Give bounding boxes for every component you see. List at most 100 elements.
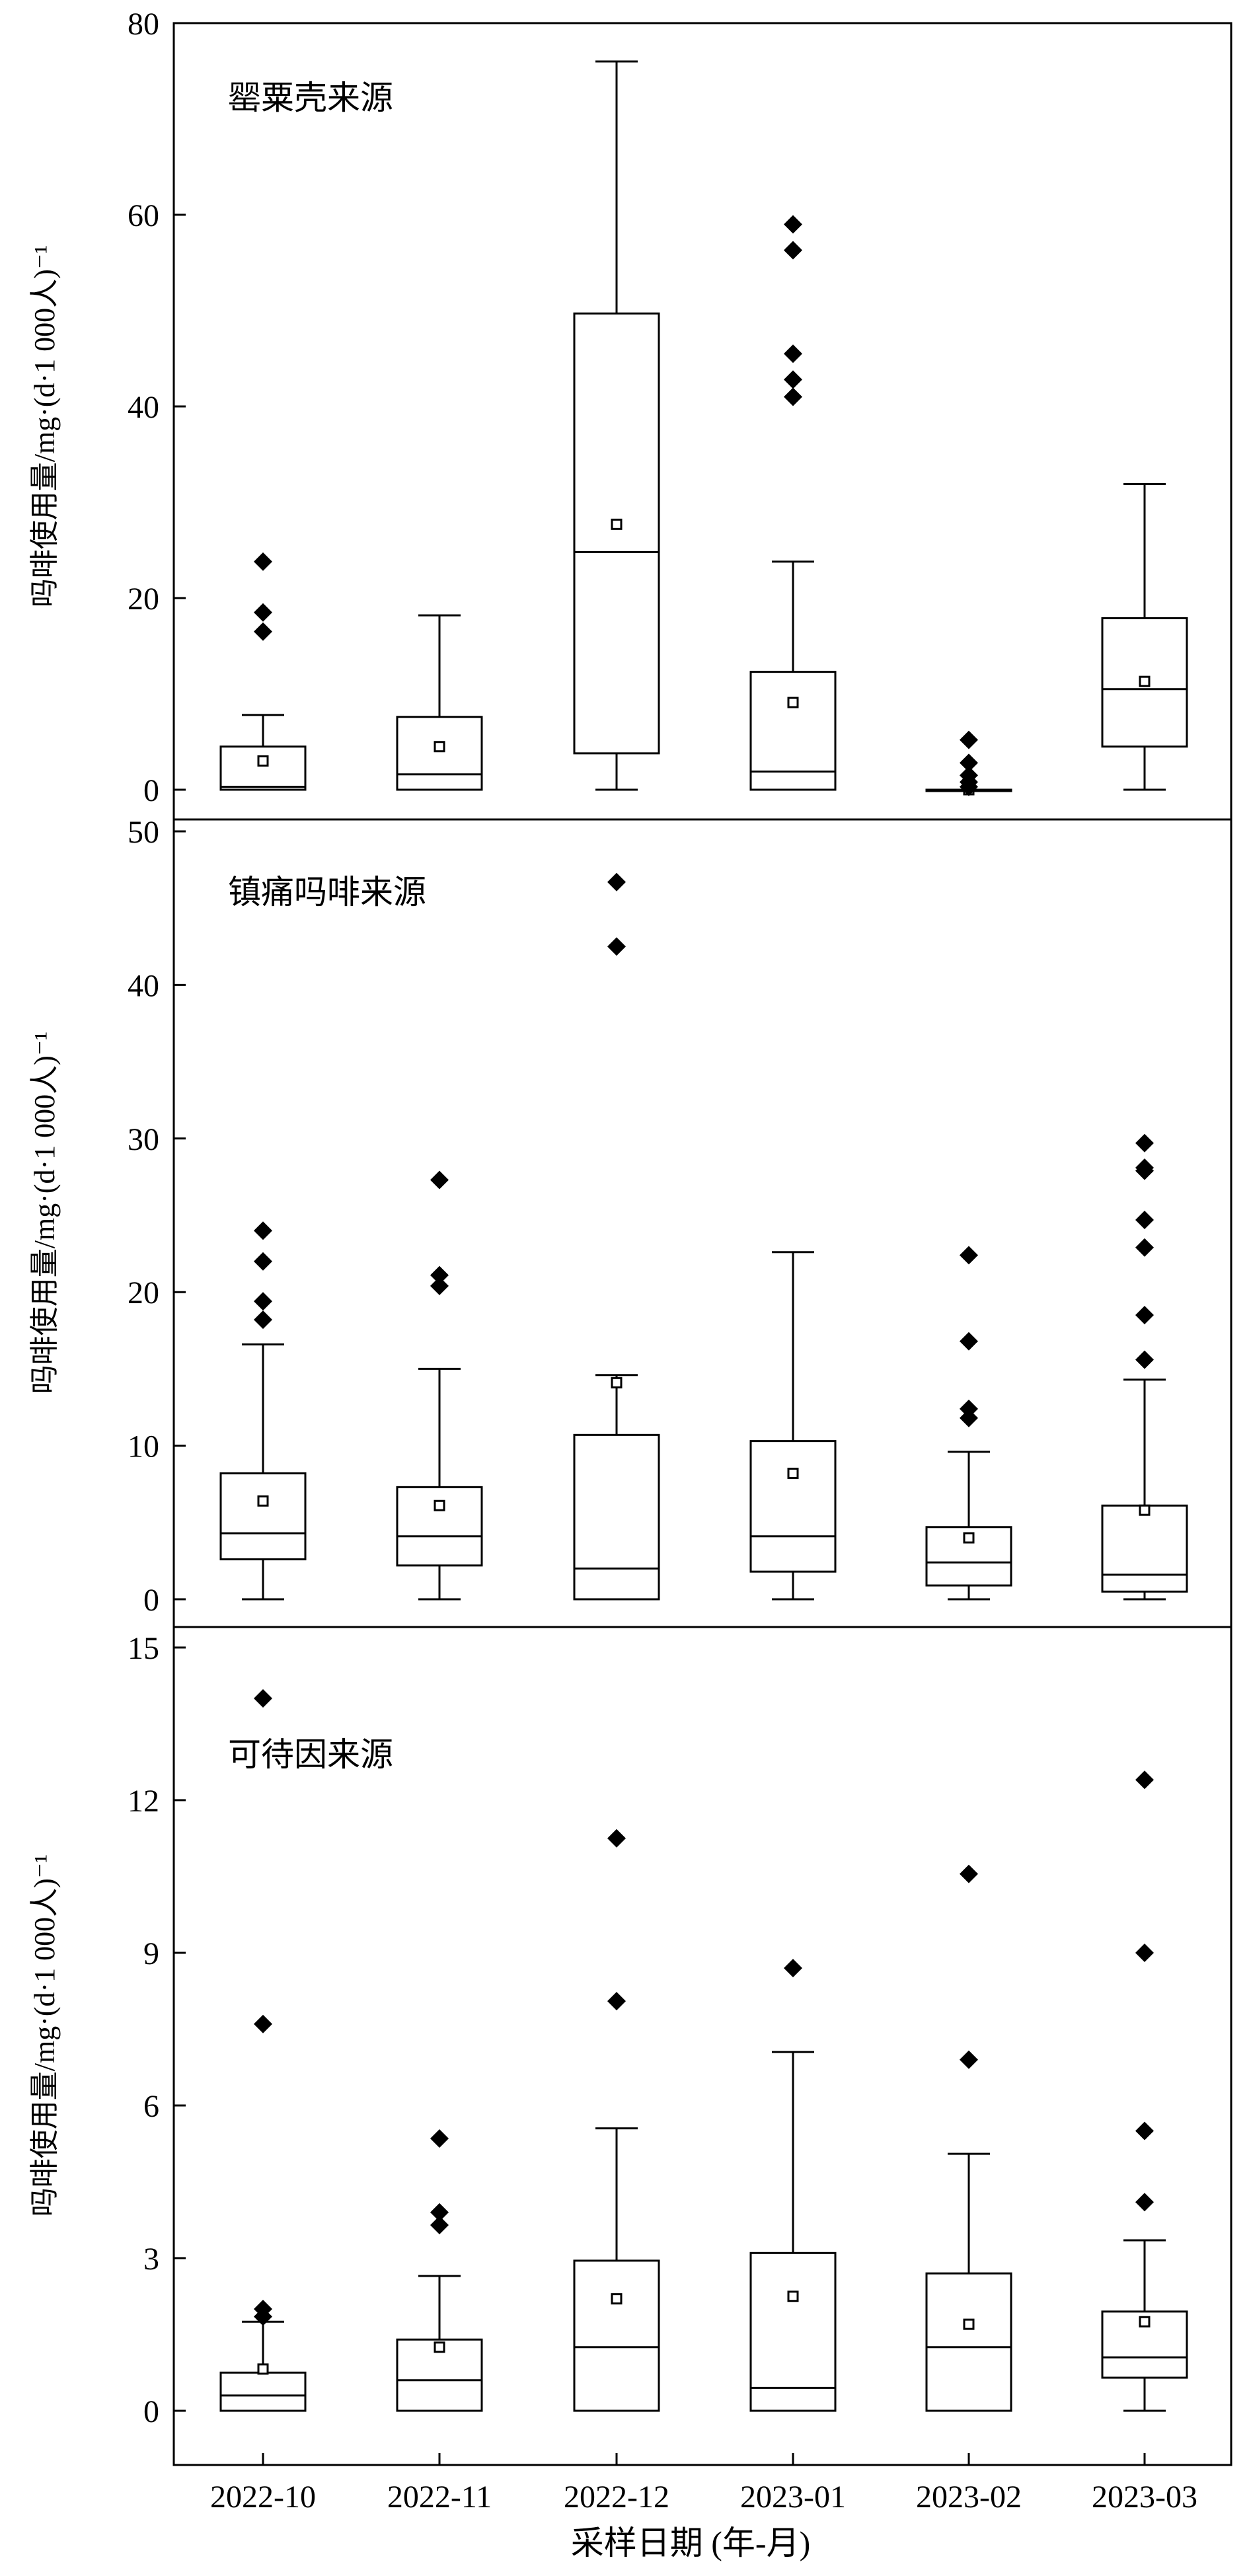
outlier-point [430, 1170, 449, 1190]
plot-frame [172, 818, 1232, 1628]
y-tick-label: 15 [128, 1631, 159, 1666]
mean-marker [787, 2291, 799, 2302]
y-tick-label: 0 [143, 773, 159, 808]
iqr-box [749, 671, 837, 791]
iqr-box [219, 1472, 307, 1561]
outlier-point [784, 370, 802, 389]
panel-analgesic-morphine: 镇痛吗啡来源 吗啡使用量/mg·(d·1 000人)⁻¹ 0 10 20 30 40 50 [28, 815, 1232, 1628]
y-tick-label: 20 [128, 582, 159, 617]
outlier-point [960, 2050, 978, 2069]
outlier-point [254, 2300, 272, 2318]
iqr-box [1101, 1504, 1188, 1593]
outlier-point [254, 1252, 272, 1271]
outlier-point [254, 552, 272, 571]
y-tick-label: 12 [128, 1784, 159, 1819]
outlier-point [254, 1292, 272, 1311]
y-tick-label: 9 [143, 1936, 159, 1971]
iqr-box [219, 745, 307, 791]
mean-marker [434, 741, 445, 753]
iqr-box [396, 716, 483, 791]
y-tick-label: 20 [128, 1275, 159, 1310]
iqr-box [396, 1486, 483, 1567]
y-tick-label: 80 [128, 7, 159, 42]
outlier-point [1135, 1770, 1154, 1790]
mean-marker [611, 1377, 623, 1388]
outlier-point [430, 2215, 449, 2234]
iqr-box [573, 312, 660, 755]
iqr-box [925, 2272, 1012, 2412]
outlier-point [430, 2203, 449, 2222]
mean-marker [434, 2341, 445, 2353]
y-tick-label: 10 [128, 1429, 159, 1464]
outlier-point [430, 2129, 449, 2148]
outlier-point [430, 1276, 449, 1295]
y-tick-label: 50 [128, 815, 159, 850]
outlier-point [607, 1829, 626, 1848]
outlier-point [1135, 1944, 1154, 1962]
y-tick-label: 30 [128, 1122, 159, 1157]
mean-marker [611, 518, 623, 530]
mean-marker [1139, 675, 1151, 687]
x-tick-label: 2023-03 [1092, 2480, 1197, 2515]
outlier-point [430, 1266, 449, 1285]
panel-title: 可待因来源 [228, 1736, 393, 1773]
outlier-point [254, 603, 272, 622]
outlier-point [1135, 2193, 1154, 2212]
outlier-point [254, 1221, 272, 1240]
outlier-point [784, 387, 802, 406]
outlier-point [1135, 1350, 1154, 1369]
outlier-point [960, 1399, 978, 1418]
y-tick-label: 6 [143, 2089, 159, 2124]
outlier-point [254, 1310, 272, 1330]
mean-marker [611, 2293, 623, 2305]
mean-marker [257, 1495, 269, 1507]
outlier-point [1135, 1133, 1154, 1153]
mean-marker [963, 2318, 975, 2330]
x-tick-label: 2022-12 [564, 2480, 669, 2515]
outlier-point [1135, 1238, 1154, 1257]
outlier-point [784, 215, 802, 234]
outlier-point [254, 622, 272, 641]
panel-title: 罂粟壳来源 [228, 79, 393, 116]
y-axis-label: 吗啡使用量/mg·(d·1 000人)⁻¹ [28, 245, 61, 607]
iqr-box [749, 1440, 837, 1573]
outlier-point [960, 753, 978, 773]
outlier-point [607, 937, 626, 956]
outlier-point [1135, 1158, 1154, 1177]
mean-marker [434, 1499, 445, 1511]
outlier-point [960, 1246, 978, 1265]
mean-marker [963, 1532, 975, 1544]
x-tick-label: 2023-01 [740, 2480, 846, 2515]
outlier-point [784, 344, 802, 363]
outlier-point [607, 872, 626, 891]
y-tick-label: 0 [143, 2394, 159, 2429]
outlier-point [960, 730, 978, 749]
panel-title: 镇痛吗啡来源 [228, 874, 426, 911]
outlier-point [960, 766, 978, 785]
x-tick-label: 2022-11 [387, 2480, 492, 2515]
outlier-point [254, 2014, 272, 2033]
outlier-point [607, 1992, 626, 2011]
panel-poppy-husk: 罂粟壳来源 吗啡使用量/mg·(d·1 000人)⁻¹ 0 20 40 60 80 [28, 7, 1232, 821]
y-tick-label: 40 [128, 390, 159, 425]
iqr-box [219, 2371, 307, 2412]
panel-codeine: 可待因来源 吗啡使用量/mg·(d·1 000人)⁻¹ 0 3 6 9 12 15 2022… [28, 1626, 1232, 2515]
iqr-box [749, 2252, 837, 2412]
outlier-point [960, 1332, 978, 1351]
mean-marker [1139, 2316, 1151, 2328]
y-tick-label: 40 [128, 968, 159, 1003]
mean-marker [787, 697, 799, 708]
y-tick-label: 3 [143, 2242, 159, 2277]
plot-frame [172, 1626, 1232, 2466]
y-axis-label: 吗啡使用量/mg·(d·1 000人)⁻¹ [28, 1854, 61, 2216]
mean-marker [1139, 1504, 1151, 1516]
x-axis-label: 采样日期 (年-月) [571, 2524, 810, 2561]
plot-frame [172, 22, 1232, 821]
y-tick-label: 60 [128, 198, 159, 233]
y-tick-label: 0 [143, 1583, 159, 1618]
mean-marker [787, 1467, 799, 1479]
iqr-box [573, 2259, 660, 2412]
outlier-point [1135, 2121, 1154, 2140]
mean-marker [257, 755, 269, 767]
